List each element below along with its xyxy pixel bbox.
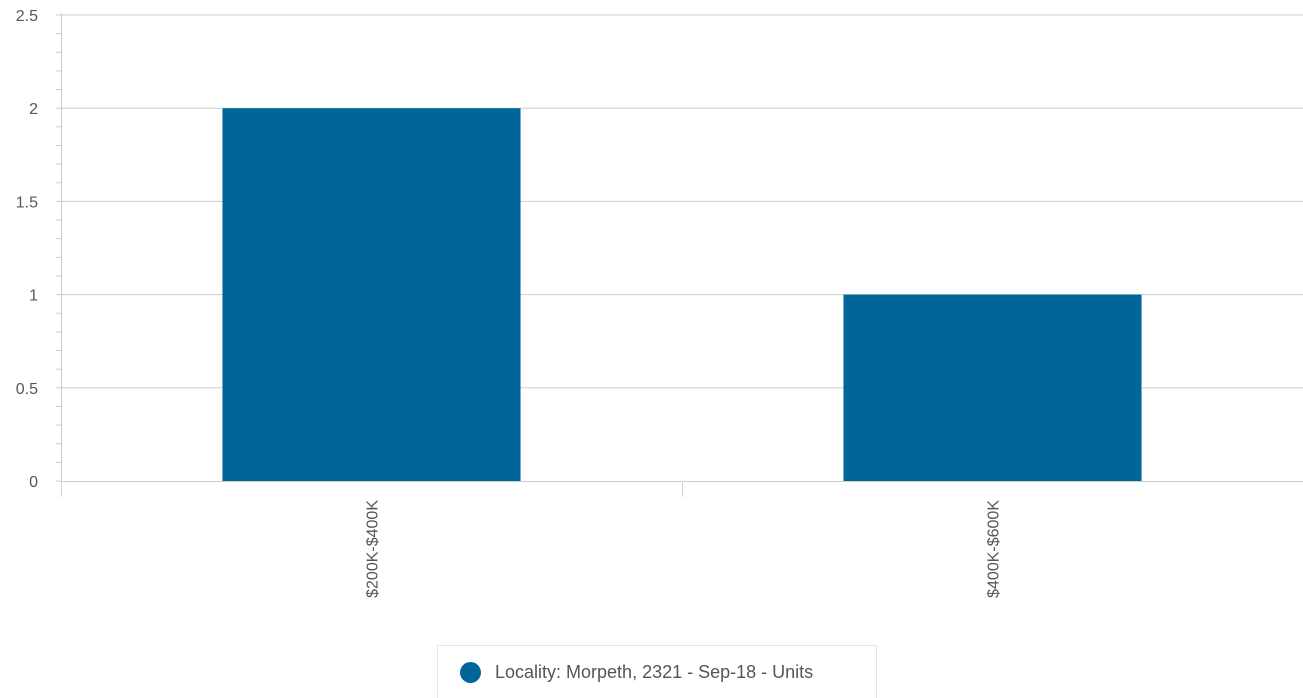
bar[interactable] (843, 294, 1142, 481)
x-tick-label: $200K-$400K (365, 500, 382, 598)
bar[interactable] (222, 108, 521, 481)
y-tick-label: 0 (29, 474, 38, 491)
axes (61, 13, 1303, 497)
x-axis-tick-labels: $200K-$400K $400K-$600K (365, 500, 1003, 598)
y-axis-minor-ticks (56, 14, 61, 482)
y-tick-label: 2 (29, 101, 38, 118)
x-tick-label: $400K-$600K (986, 500, 1003, 598)
bars (222, 108, 1142, 481)
legend-series-label[interactable]: Locality: Morpeth, 2321 - Sep-18 - Units (495, 661, 814, 682)
legend[interactable]: Locality: Morpeth, 2321 - Sep-18 - Units (437, 645, 877, 698)
legend-series-marker-icon (460, 661, 481, 683)
y-tick-label: 1.5 (16, 194, 38, 211)
y-tick-label: 1 (29, 288, 38, 305)
y-tick-label: 0.5 (16, 381, 38, 398)
y-tick-label: 2.5 (16, 8, 38, 25)
y-axis-tick-labels: 0 0.5 1 1.5 2 2.5 (16, 8, 38, 491)
